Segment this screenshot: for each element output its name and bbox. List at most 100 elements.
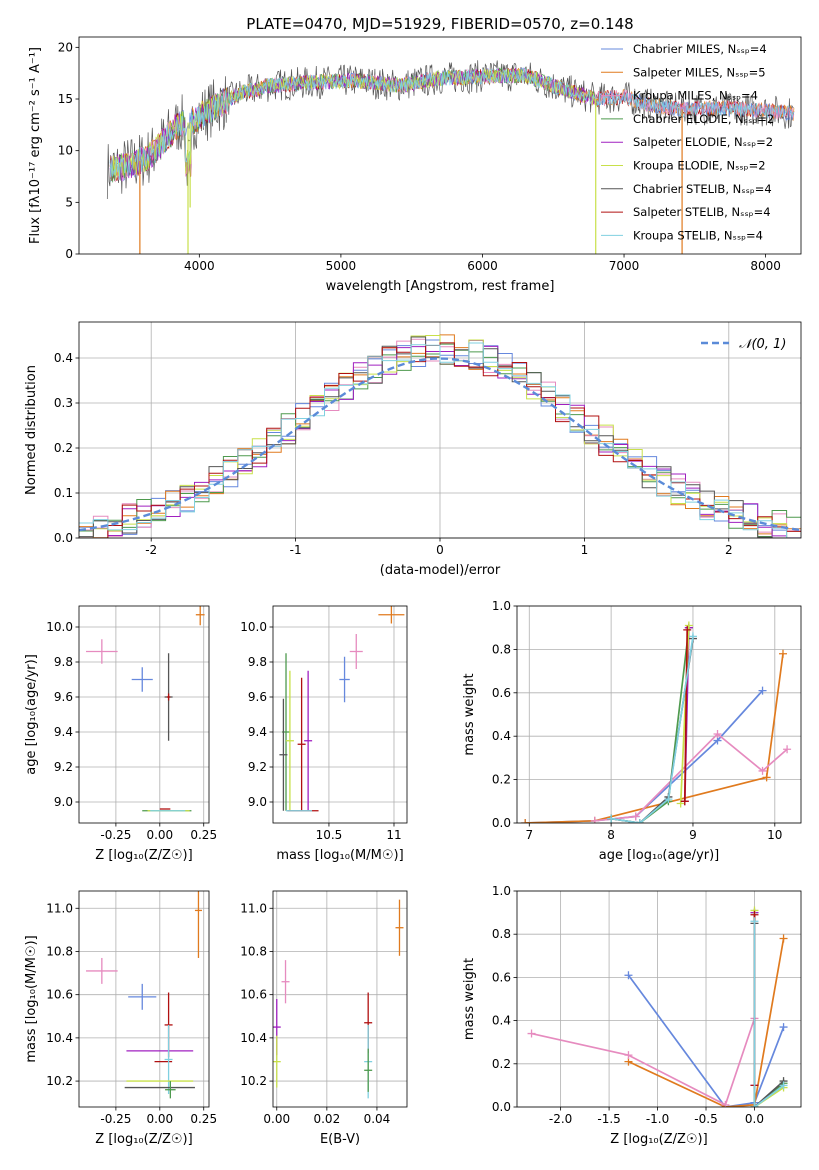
x-axis-label: mass [log₁₀(M/M☉)] [276,848,403,863]
x-tick-label: 5000 [326,259,357,273]
series-marker [590,816,599,823]
plot-area [273,899,404,1099]
legend-label: Chabrier MILES, Nₛₛₚ=4 [633,42,767,56]
normal-curve [79,357,801,532]
x-axis-label: (data-model)/error [380,563,501,578]
y-tick-label: 9.0 [248,795,267,809]
x-axis-label: Z [log₁₀(Z/Z☉)] [610,1132,707,1147]
data-point [349,634,363,669]
data-point [128,983,157,1010]
series-marker [783,745,792,754]
x-axis-label: wavelength [Angstrom, rest frame] [326,279,555,294]
plot-area [86,606,205,812]
y-tick-label: 0.0 [54,531,73,545]
spectrum-line [106,60,794,200]
series-line [753,921,785,1107]
x-tick-label: -1.0 [646,1112,669,1126]
y-tick-label: 0.1 [54,486,73,500]
x-tick-label: -0.25 [100,1112,131,1126]
series-marker [521,819,530,823]
data-point [166,693,171,701]
y-tick-label: 11.0 [46,901,73,915]
figure-title: PLATE=0470, MJD=51929, FIBERID=0570, z=0… [246,15,633,33]
data-point [195,606,205,626]
chart-age-vs-Z: -0.25 0.00 0.25 9.0 9.2 9.4 9.6 9.8 10.0 Z [log₁₀… [24,605,217,863]
y-tick-label: 0.2 [492,773,511,787]
y-tick-label: 0.6 [492,686,511,700]
plot-area [79,334,801,538]
axes-frame [516,605,802,824]
data-point [281,960,290,1004]
y-tick-label: 0.6 [492,970,511,984]
plot-area [521,621,792,823]
series-marker [635,819,644,823]
plot-area [106,60,795,254]
legend-label: Salpeter MILES, Nₛₛₚ=5 [633,65,766,79]
x-tick-label: -2 [145,543,157,557]
data-point [364,1048,373,1092]
x-tick-label: 0.00 [146,1112,173,1126]
y-tick-label: 0.3 [54,396,73,410]
y-tick-label: 0.2 [54,441,73,455]
x-tick-label: 7 [525,828,533,842]
series-marker [758,766,767,775]
x-tick-label: 0.25 [190,828,217,842]
series-marker [680,797,689,806]
plot-area [279,606,405,812]
series-marker [624,971,633,980]
x-tick-label: 7000 [609,259,640,273]
y-tick-label: 9.6 [248,690,267,704]
series-marker [758,686,767,695]
series-marker [683,625,692,634]
series-marker [527,1029,536,1038]
x-tick-label: -0.5 [694,1112,717,1126]
series-marker [684,621,693,630]
data-point [86,957,118,984]
legend-label: Kroupa STELIB, Nₛₛₚ=4 [633,228,763,242]
data-point [164,1024,173,1095]
y-tick-label: 0.4 [54,351,73,365]
x-axis-label: Z [log₁₀(Z/Z☉)] [95,1132,192,1147]
x-tick-label: -1 [290,543,302,557]
y-tick-label: 1.0 [492,884,511,898]
data-point [285,670,294,811]
x-tick-label: 0.04 [364,1112,391,1126]
x-tick-label: 11 [386,828,401,842]
chart-mass-vs-Z: -0.25 0.00 0.25 10.2 10.4 10.6 10.8 11.0 Z [log₁… [24,890,217,1147]
x-tick-label: 9 [689,828,697,842]
series-line [531,1018,756,1107]
data-point [165,1081,176,1099]
series-line [594,732,788,822]
axes-frame [272,890,408,1108]
series-marker [676,799,685,808]
x-tick-label: -2.0 [549,1112,572,1126]
x-tick-label: 0.25 [190,1112,217,1126]
y-axis-label: mass [log₁₀(M/M☉)] [24,935,39,1062]
y-tick-label: 10.0 [46,620,73,634]
y-axis-label: mass weight [462,958,477,1040]
y-tick-label: 9.8 [54,655,73,669]
y-tick-label: 5 [65,195,73,209]
series-marker [688,632,697,641]
data-point [304,670,313,811]
y-tick-label: 0.0 [492,1100,511,1114]
x-tick-label: 8000 [750,259,781,273]
chart-mass-weight-vs-Z: -2.0 -1.5 -1.0 -0.5 0.0 0.0 0.2 0.4 0.6 0.8 1.0 Z [… [462,884,802,1147]
series-line [628,938,785,1107]
series-marker [779,1081,788,1090]
y-tick-label: 10.6 [240,988,267,1002]
series-marker [779,1023,788,1032]
x-axis-label: E(B-V) [320,1132,360,1147]
y-tick-label: 11.0 [240,901,267,915]
legend-label: Salpeter ELODIE, Nₛₛₚ=2 [633,135,773,149]
y-tick-label: 9.2 [54,760,73,774]
data-point [378,606,405,624]
y-axis-label: age [log₁₀(age/yr)] [24,654,39,775]
y-tick-label: 9.4 [248,725,267,739]
legend-label: Chabrier STELIB, Nₛₛₚ=4 [633,182,772,196]
x-tick-label: 4000 [184,259,215,273]
histogram-step [79,342,801,538]
plot-area [527,906,788,1107]
y-tick-label: 15 [58,92,73,106]
